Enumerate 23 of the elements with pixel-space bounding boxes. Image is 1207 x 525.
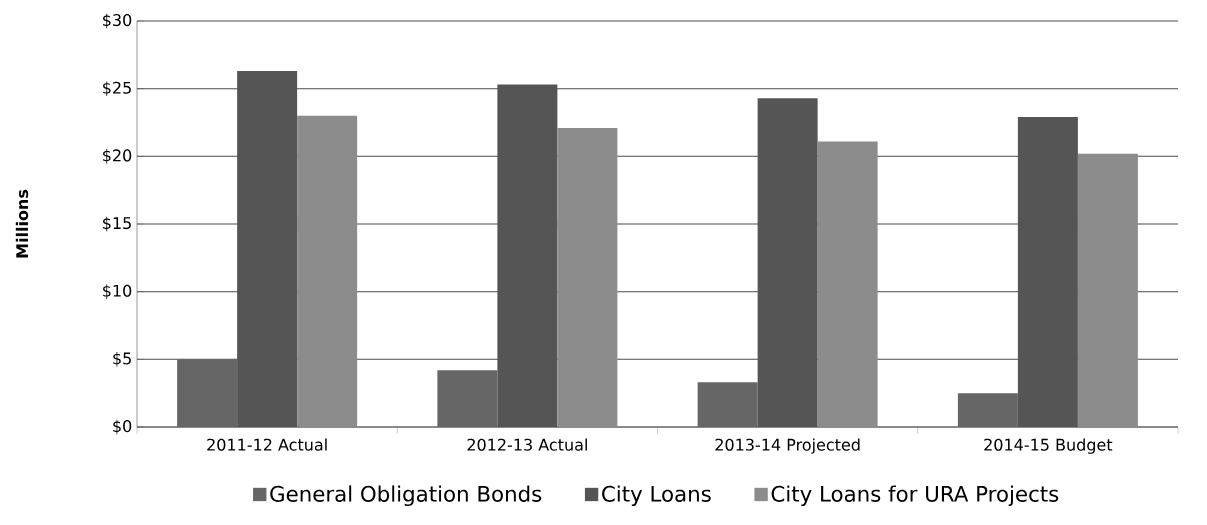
bar bbox=[297, 115, 358, 427]
y-tick-label: $15 bbox=[103, 216, 131, 232]
x-tick-label: 2012-13 Actual bbox=[467, 438, 587, 451]
y-tick-label: $0 bbox=[113, 419, 132, 435]
legend-label: City Loans bbox=[602, 485, 711, 507]
bar bbox=[957, 393, 1018, 427]
bar bbox=[697, 382, 758, 427]
y-tick-label: $30 bbox=[103, 13, 132, 29]
bar bbox=[177, 359, 238, 427]
bar bbox=[557, 127, 618, 427]
y-tick-label: $25 bbox=[103, 81, 131, 96]
y-tick-label: $10 bbox=[103, 284, 132, 299]
y-tick-label: $20 bbox=[103, 149, 132, 164]
bar bbox=[817, 141, 878, 427]
y-tick-label: $5 bbox=[113, 352, 131, 367]
bar bbox=[1077, 153, 1138, 427]
legend-label: City Loans for URA Projects bbox=[771, 485, 1059, 507]
x-tick-label: 2014-15 Budget bbox=[984, 438, 1113, 454]
x-tick-label: 2013-14 Projected bbox=[715, 438, 860, 454]
x-tick-label: 2011-12 Actual bbox=[207, 438, 327, 451]
y-axis-title: Millions bbox=[15, 189, 29, 258]
legend-label: General Obligation Bonds bbox=[270, 485, 542, 507]
bar bbox=[437, 370, 498, 427]
